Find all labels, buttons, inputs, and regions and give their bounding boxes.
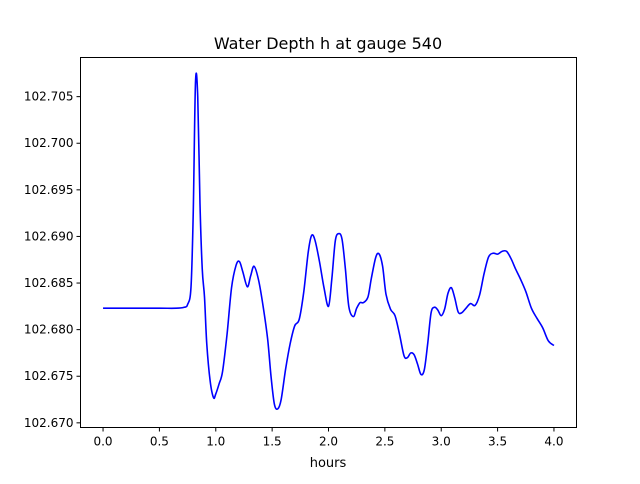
x-tick-label: 0.5 bbox=[150, 435, 169, 449]
x-tick-label: 0.0 bbox=[93, 435, 112, 449]
x-tick-label: 3.5 bbox=[488, 435, 507, 449]
y-tick-label: 102.670 bbox=[24, 416, 74, 430]
plot-area bbox=[103, 72, 555, 411]
axis-ticks: 0.0 0.5 1.0 1.5 2.0 2.5 3.0 3.5 4.0 102.670 102.67… bbox=[24, 90, 564, 449]
plot-frame bbox=[80, 57, 577, 428]
y-tick-label: 102.700 bbox=[24, 136, 74, 150]
y-tick-label: 102.685 bbox=[24, 276, 74, 290]
x-tick-label: 1.5 bbox=[263, 435, 282, 449]
y-tick-label: 102.675 bbox=[24, 369, 74, 383]
y-tick-label: 102.705 bbox=[24, 90, 74, 104]
x-axis-label: hours bbox=[310, 456, 347, 471]
y-tick-label: 102.695 bbox=[24, 183, 74, 197]
x-tick-label: 1.0 bbox=[206, 435, 225, 449]
x-tick-label: 2.5 bbox=[375, 435, 394, 449]
series-line bbox=[103, 72, 555, 411]
y-tick-label: 102.690 bbox=[24, 229, 74, 243]
chart-title: Water Depth h at gauge 540 bbox=[214, 34, 442, 53]
x-tick-label: 2.0 bbox=[319, 435, 338, 449]
y-tick-label: 102.680 bbox=[24, 323, 74, 337]
x-tick-label: 4.0 bbox=[544, 435, 563, 449]
x-tick-label: 3.0 bbox=[432, 435, 451, 449]
